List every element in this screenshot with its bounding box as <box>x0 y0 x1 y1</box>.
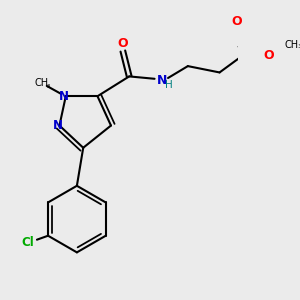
Text: O: O <box>232 15 242 28</box>
Text: H: H <box>165 80 173 90</box>
Text: N: N <box>157 74 168 87</box>
Text: O: O <box>118 37 128 50</box>
Text: ₃: ₃ <box>47 81 50 90</box>
Text: CH: CH <box>35 78 49 88</box>
Text: N: N <box>59 90 69 103</box>
Text: N: N <box>53 119 63 132</box>
Text: Cl: Cl <box>22 236 34 249</box>
Text: O: O <box>263 49 274 62</box>
Text: CH₃: CH₃ <box>284 40 300 50</box>
